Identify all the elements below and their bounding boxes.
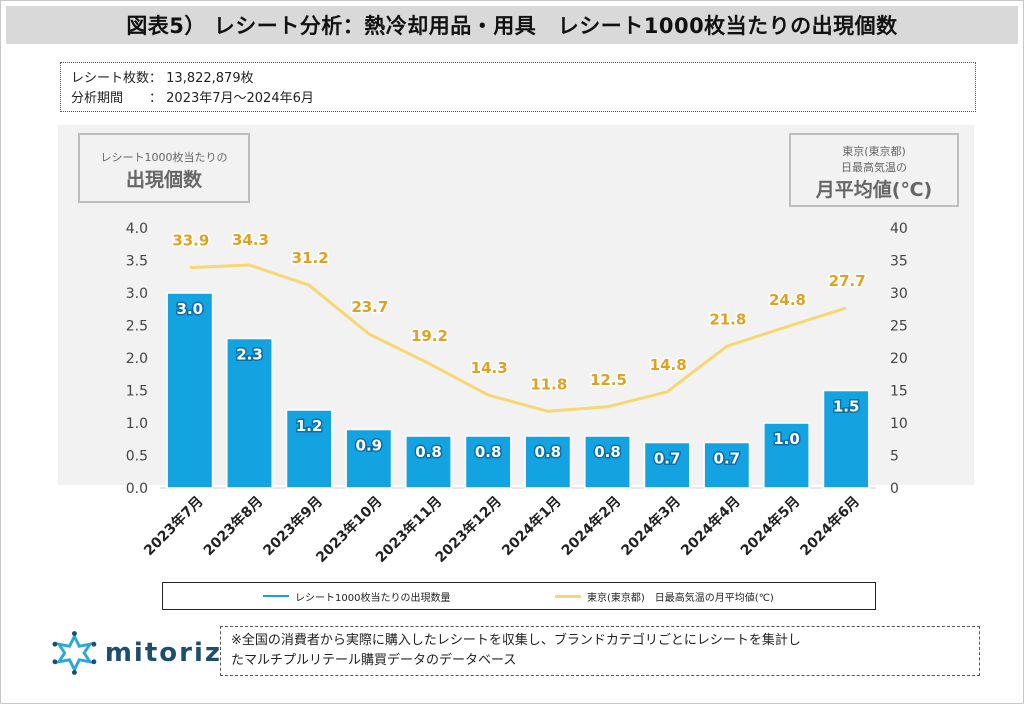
line-value-label: 24.8	[769, 291, 806, 309]
left-axis-tick-label: 2.0	[126, 351, 148, 367]
legend-label-line: 東京(東京都) 日最高気温の月平均値(℃)	[587, 592, 774, 604]
receipts-row: レシート枚数： 13,822,879枚	[71, 67, 254, 86]
left-axis-title-line2: 出現個数	[125, 169, 202, 191]
line-value-label: 19.2	[411, 327, 448, 345]
x-category-label: 2024年2月	[558, 493, 624, 559]
right-axis-title-line3: 月平均値(℃)	[815, 179, 933, 201]
x-category-label: 2023年9月	[260, 493, 326, 559]
bar-value-label: 0.7	[654, 450, 681, 468]
temperature-line	[189, 263, 847, 413]
bar-value-label: 2.3	[236, 346, 263, 364]
logo-mark-icon	[52, 631, 97, 675]
left-axis-tick-label: 0.0	[126, 481, 148, 497]
bar-value-label: 1.0	[773, 430, 800, 448]
left-axis-tick-label: 3.0	[126, 286, 148, 302]
receipts-label: レシート枚数：	[71, 71, 163, 86]
line-value-label: 31.2	[292, 249, 329, 267]
left-axis-tick-label: 1.0	[126, 416, 148, 432]
line-value-label: 11.8	[530, 375, 567, 393]
legend-item-bars: レシート1000枚当たりの出現数量	[263, 583, 450, 609]
period-label: 分析期間 ：	[71, 91, 163, 106]
bar-value-label: 0.8	[415, 443, 442, 461]
line-value-label: 14.8	[650, 356, 687, 374]
bar-value-label: 0.8	[535, 443, 562, 461]
right-axis-title-line1: 東京(東京都)	[842, 145, 906, 158]
period-row: 分析期間 ： 2023年7月～2024年6月	[71, 87, 314, 106]
bar-value-label: 0.9	[356, 437, 383, 455]
right-axis-tick-label: 20	[890, 351, 908, 367]
x-category-label: 2024年3月	[618, 493, 684, 559]
legend-label-bars: レシート1000枚当たりの出現数量	[295, 592, 451, 604]
legend-swatch-line	[555, 594, 581, 598]
left-axis-title-line1: レシート1000枚当たりの	[100, 151, 228, 164]
page-title: 図表5） レシート分析：熱冷却用品・用具 レシート1000枚当たりの出現個数	[126, 14, 898, 38]
right-axis-tick-label: 15	[890, 384, 908, 400]
bar	[166, 292, 214, 489]
line-value-label: 27.7	[829, 272, 866, 290]
bar	[643, 441, 691, 489]
right-axis-tick-label: 35	[890, 254, 908, 270]
x-category-label: 2023年7月	[140, 493, 206, 559]
bar-value-label: 0.8	[475, 443, 502, 461]
left-axis-tick-label: 3.5	[126, 254, 148, 270]
line-value-label: 14.3	[471, 359, 508, 377]
line-value-label: 23.7	[351, 298, 388, 316]
right-axis-tick-label: 10	[890, 416, 908, 432]
bar-value-label: 1.5	[833, 398, 860, 416]
x-category-label: 2024年5月	[737, 493, 803, 559]
note-box: ※全国の消費者から実際に購入したレシートを収集し、ブランドカテゴリごとにレシート…	[220, 626, 980, 676]
bar	[822, 389, 870, 489]
bar-value-label: 0.8	[594, 443, 621, 461]
note-line1: ※全国の消費者から実際に購入したレシートを収集し、ブランドカテゴリごとにレシート…	[231, 633, 801, 648]
right-axis-tick-label: 40	[890, 221, 908, 237]
mitoriz-logo: mitoriz	[52, 628, 222, 678]
right-axis-tick-label: 0	[890, 481, 899, 497]
right-axis-tick-label: 5	[890, 449, 899, 465]
left-axis-tick-label: 4.0	[126, 221, 148, 237]
left-axis-tick-label: 0.5	[126, 449, 148, 465]
right-axis-title-box: 東京(東京都) 日最高気温の 月平均値(℃)	[789, 133, 959, 207]
bar	[285, 409, 333, 489]
x-category-label: 2024年6月	[797, 493, 863, 559]
period-value: 2023年7月～2024年6月	[166, 91, 314, 106]
bar	[703, 441, 751, 489]
note-line2: たマルチプルリテール購買データのデータベース	[231, 653, 517, 668]
legend-item-line: 東京(東京都) 日最高気温の月平均値(℃)	[555, 583, 774, 609]
logo-text: mitoriz	[104, 638, 222, 668]
bar	[584, 435, 631, 489]
right-axis-tick-label: 30	[890, 286, 908, 302]
legend-swatch-bars	[263, 595, 289, 597]
line-value-label: 12.5	[590, 371, 627, 389]
left-axis-title-box: レシート1000枚当たりの 出現個数	[78, 133, 250, 203]
bar	[405, 435, 452, 489]
left-axis-tick-label: 1.5	[126, 384, 148, 400]
title-bar: 図表5） レシート分析：熱冷却用品・用具 レシート1000枚当たりの出現個数	[6, 6, 1018, 44]
bar-value-label: 0.7	[714, 450, 741, 468]
line-value-label: 21.8	[709, 310, 746, 328]
bar	[763, 422, 810, 489]
bar-value-label: 3.0	[177, 300, 204, 318]
info-box: レシート枚数： 13,822,879枚 分析期間 ： 2023年7月～2024年…	[60, 62, 976, 112]
bar	[345, 428, 393, 489]
bar	[226, 337, 273, 489]
bar-value-label: 1.2	[296, 417, 323, 435]
x-category-label: 2024年4月	[677, 493, 743, 559]
line-value-label: 34.3	[232, 231, 269, 249]
right-axis-title-line2: 日最高気温の	[841, 161, 907, 174]
bar	[524, 435, 572, 489]
right-axis-tick-label: 25	[890, 319, 908, 335]
x-category-label: 2024年1月	[498, 493, 564, 559]
bar	[464, 435, 512, 489]
legend: レシート1000枚当たりの出現数量 東京(東京都) 日最高気温の月平均値(℃)	[162, 582, 876, 610]
left-axis-tick-label: 2.5	[126, 319, 148, 335]
receipts-value: 13,822,879枚	[166, 71, 254, 86]
x-category-label: 2023年8月	[200, 493, 266, 559]
line-value-label: 33.9	[172, 232, 209, 250]
